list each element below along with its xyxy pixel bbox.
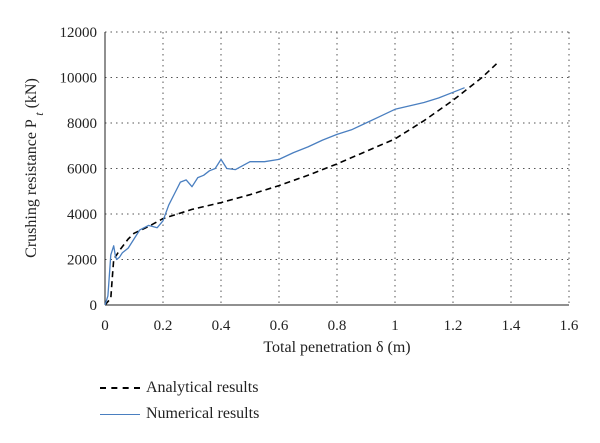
- y-tick-label: 12000: [60, 25, 98, 41]
- x-tick-labels: 0 0.2 0.4 0.6 0.8 1 1.2 1.4 1.6: [101, 318, 579, 334]
- y-axis-title-sub: t: [32, 112, 46, 116]
- axes: [104, 32, 569, 306]
- x-tick-label: 0.4: [212, 318, 231, 334]
- x-tick-label: 1.2: [444, 318, 463, 334]
- x-tick-label: 1: [391, 318, 399, 334]
- legend-swatch-analytical: [100, 387, 140, 389]
- x-tick-label: 1.6: [560, 318, 579, 334]
- analytical-results-line: [104, 63, 498, 306]
- legend: Analytical results Numerical results: [100, 375, 259, 427]
- y-axis-title-main: Crushing resistance P: [23, 119, 40, 258]
- legend-swatch-numerical: [100, 413, 140, 415]
- x-tick-label: 0.2: [154, 318, 173, 334]
- legend-label-analytical: Analytical results: [146, 379, 259, 396]
- y-tick-label: 0: [90, 298, 98, 314]
- x-axis-title: Total penetration δ (m): [263, 339, 410, 356]
- y-tick-label: 10000: [60, 71, 98, 87]
- x-tick-label: 0.6: [270, 318, 289, 334]
- y-tick-labels: 0 2000 4000 6000 8000 10000 12000: [60, 25, 98, 314]
- series-lines: [104, 63, 498, 306]
- y-tick-label: 2000: [67, 253, 97, 269]
- legend-item-analytical: Analytical results: [100, 375, 259, 401]
- y-tick-label: 6000: [67, 162, 97, 178]
- y-tick-label: 8000: [67, 116, 97, 132]
- y-axis-title: Crushing resistance P t (kN): [23, 78, 46, 258]
- grid-lines: [105, 31, 570, 305]
- x-tick-label: 0.8: [328, 318, 347, 334]
- y-tick-label: 4000: [67, 207, 97, 223]
- legend-label-numerical: Numerical results: [146, 405, 260, 422]
- legend-item-numerical: Numerical results: [100, 401, 259, 427]
- x-tick-label: 0: [101, 318, 109, 334]
- x-tick-label: 1.4: [502, 318, 521, 334]
- y-axis-title-unit: (kN): [23, 78, 40, 108]
- numerical-results-line: [104, 87, 465, 306]
